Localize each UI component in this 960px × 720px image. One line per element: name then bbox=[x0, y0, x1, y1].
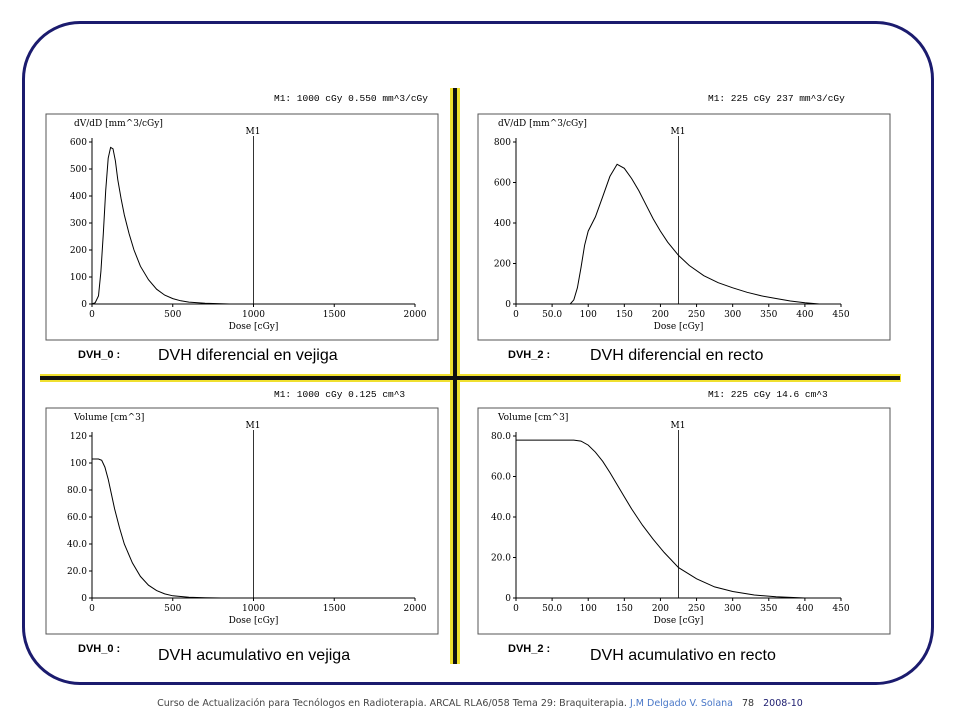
slide-frame bbox=[22, 21, 934, 685]
dvh-label: DVH_2 : bbox=[508, 349, 550, 361]
x-tick-label: 1000 bbox=[242, 604, 265, 614]
y-tick-label: 40.0 bbox=[491, 513, 511, 523]
y-tick-label: 200 bbox=[70, 246, 87, 256]
footer-author: J.M Delgado V. Solana bbox=[629, 698, 733, 709]
x-axis-label: Dose [cGy] bbox=[229, 616, 279, 626]
y-tick-label: 80.0 bbox=[67, 486, 87, 496]
x-tick-label: 0 bbox=[89, 310, 95, 320]
x-tick-label: 500 bbox=[164, 604, 181, 614]
x-tick-label: 50.0 bbox=[542, 310, 562, 320]
dvh-label: DVH_2 : bbox=[508, 643, 550, 655]
x-tick-label: 0 bbox=[89, 604, 95, 614]
dvh-curve bbox=[516, 163, 820, 305]
chart-panel-vejiga-diferencial: M1: 1000 cGy 0.550 mm^3/cGy dV/dD [mm^3/c… bbox=[45, 93, 439, 361]
x-tick-label: 50.0 bbox=[542, 604, 562, 614]
y-tick-label: 500 bbox=[70, 165, 87, 175]
footer-course: Curso de Actualización para Tecnólogos e… bbox=[157, 698, 627, 709]
y-tick-label: 600 bbox=[70, 138, 87, 148]
y-axis-label: dV/dD [mm^3/cGy] bbox=[498, 119, 587, 129]
x-axis-label: Dose [cGy] bbox=[654, 616, 704, 626]
x-tick-label: 250 bbox=[688, 310, 705, 320]
y-tick-label: 0 bbox=[81, 594, 87, 604]
y-tick-label: 200 bbox=[494, 260, 511, 270]
y-tick-label: 800 bbox=[494, 138, 511, 148]
marker-label-m1: M1 bbox=[246, 127, 261, 137]
marker-label-m1: M1 bbox=[671, 421, 686, 431]
dvh-curve bbox=[92, 458, 222, 599]
x-tick-label: 450 bbox=[832, 310, 849, 320]
y-axis-label: dV/dD [mm^3/cGy] bbox=[74, 119, 163, 129]
chart-panel-recto-acumulativo: M1: 225 cGy 14.6 cm^3 Volume [cm^3] 0 20.0 4… bbox=[477, 389, 891, 655]
y-axis-label: Volume [cm^3] bbox=[497, 413, 568, 423]
x-tick-label: 200 bbox=[652, 604, 669, 614]
x-tick-label: 0 bbox=[513, 604, 519, 614]
x-tick-label: 0 bbox=[513, 310, 519, 320]
plot-area bbox=[477, 407, 891, 635]
y-tick-label: 600 bbox=[494, 179, 511, 189]
x-tick-label: 350 bbox=[760, 310, 777, 320]
chart-header-readout: M1: 225 cGy 14.6 cm^3 bbox=[708, 389, 828, 400]
x-tick-label: 100 bbox=[580, 310, 597, 320]
y-tick-label: 0 bbox=[505, 300, 511, 310]
y-tick-label: 100 bbox=[70, 273, 87, 283]
y-tick-label: 120 bbox=[70, 432, 87, 442]
caption-vejiga-acumulativo: DVH acumulativo en vejiga bbox=[158, 647, 351, 665]
x-tick-label: 250 bbox=[688, 604, 705, 614]
chart-panel-recto-diferencial: M1: 225 cGy 237 mm^3/cGy dV/dD [mm^3/cGy]… bbox=[477, 93, 891, 361]
x-tick-label: 450 bbox=[832, 604, 849, 614]
x-tick-label: 200 bbox=[652, 310, 669, 320]
y-tick-label: 60.0 bbox=[491, 473, 511, 483]
x-tick-label: 150 bbox=[616, 604, 633, 614]
y-tick-label: 0 bbox=[505, 594, 511, 604]
x-tick-label: 350 bbox=[760, 604, 777, 614]
footer-page-number: 78 bbox=[742, 698, 755, 709]
caption-recto-diferencial: DVH diferencial en recto bbox=[590, 347, 764, 365]
dvh-curve bbox=[516, 439, 805, 599]
marker-label-m1: M1 bbox=[246, 421, 261, 431]
x-tick-label: 1000 bbox=[242, 310, 265, 320]
plot-area bbox=[45, 113, 439, 341]
marker-label-m1: M1 bbox=[671, 127, 686, 137]
x-tick-label: 2000 bbox=[404, 310, 427, 320]
chart-header-readout: M1: 1000 cGy 0.550 mm^3/cGy bbox=[274, 93, 428, 104]
y-tick-label: 80.0 bbox=[491, 432, 511, 442]
x-tick-label: 300 bbox=[724, 604, 741, 614]
y-axis-label: Volume [cm^3] bbox=[73, 413, 144, 423]
y-tick-label: 400 bbox=[70, 192, 87, 202]
y-tick-label: 0 bbox=[81, 300, 87, 310]
y-tick-label: 400 bbox=[494, 219, 511, 229]
x-tick-label: 400 bbox=[796, 310, 813, 320]
y-tick-label: 20.0 bbox=[491, 554, 511, 564]
y-tick-label: 300 bbox=[70, 219, 87, 229]
dvh-label: DVH_0 : bbox=[78, 349, 120, 361]
chart-panel-vejiga-acumulativo: M1: 1000 cGy 0.125 cm^3 Volume [cm^3] 0 20.… bbox=[45, 389, 439, 655]
slide-footer: Curso de Actualización para Tecnólogos e… bbox=[0, 698, 960, 709]
x-tick-label: 300 bbox=[724, 310, 741, 320]
caption-vejiga-diferencial: DVH diferencial en vejiga bbox=[158, 347, 338, 365]
x-tick-label: 500 bbox=[164, 310, 181, 320]
x-tick-label: 400 bbox=[796, 604, 813, 614]
x-tick-label: 100 bbox=[580, 604, 597, 614]
y-tick-label: 60.0 bbox=[67, 513, 87, 523]
chart-header-readout: M1: 1000 cGy 0.125 cm^3 bbox=[274, 389, 405, 400]
caption-recto-acumulativo: DVH acumulativo en recto bbox=[590, 647, 776, 665]
chart-header-readout: M1: 225 cGy 237 mm^3/cGy bbox=[708, 93, 845, 104]
x-axis-label: Dose [cGy] bbox=[229, 322, 279, 332]
y-tick-label: 40.0 bbox=[67, 540, 87, 550]
x-axis-label: Dose [cGy] bbox=[654, 322, 704, 332]
x-tick-label: 150 bbox=[616, 310, 633, 320]
plot-area bbox=[45, 407, 439, 635]
plot-area bbox=[477, 113, 891, 341]
footer-year: 2008-10 bbox=[763, 698, 803, 709]
y-tick-label: 100 bbox=[70, 459, 87, 469]
x-tick-label: 1500 bbox=[323, 604, 346, 614]
y-tick-label: 20.0 bbox=[67, 567, 87, 577]
dvh-label: DVH_0 : bbox=[78, 643, 120, 655]
x-tick-label: 1500 bbox=[323, 310, 346, 320]
horizontal-divider-black bbox=[40, 376, 900, 380]
x-tick-label: 2000 bbox=[404, 604, 427, 614]
dvh-curve bbox=[91, 146, 230, 305]
